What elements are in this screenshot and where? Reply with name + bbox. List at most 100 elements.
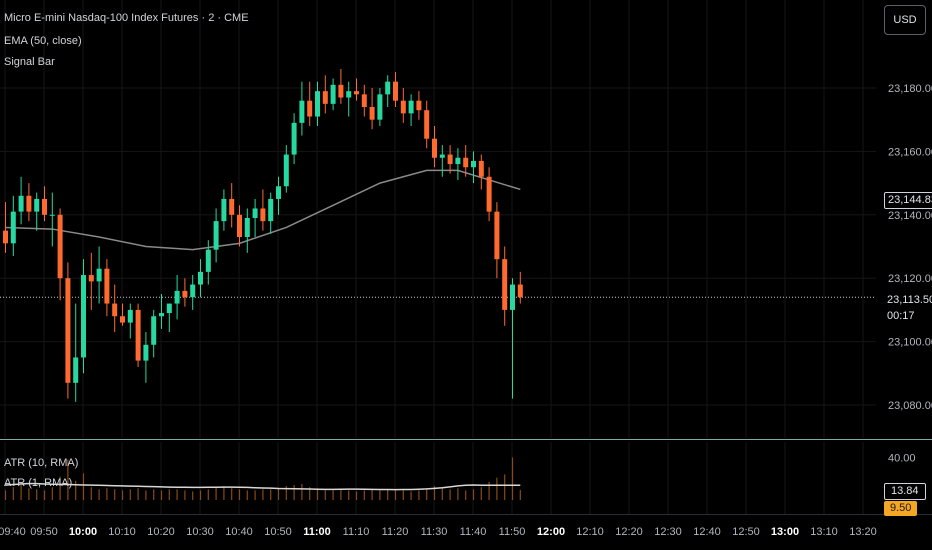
ema-legend[interactable]: EMA (50, close) [4,35,82,47]
time-tick-label: 12:20 [615,526,643,538]
time-tick-label: 10:20 [147,526,175,538]
candle-body [81,275,86,358]
bar-countdown: 00:17 [884,309,918,324]
candle-body [190,284,196,298]
candle-body [260,208,266,222]
candle-body [393,81,398,101]
candle-body [174,290,180,304]
grid-lines [0,0,932,515]
atr-10-value: 13.84 [884,483,926,500]
candle-body [283,154,289,187]
candle-body [346,91,352,98]
candle-body [471,160,476,168]
candle-body [502,259,508,310]
candle-body [65,278,71,383]
candle-body [205,249,211,272]
candle-body [486,176,492,212]
candle-body [26,195,32,212]
price-tick-label: 23,140.00 [888,210,932,222]
candle-body [143,344,149,361]
time-tick-label: 13:00 [771,526,799,538]
time-tick-label: 12:30 [654,526,682,538]
candle-body [3,230,8,244]
price-tick-label: 23,080.00 [888,400,932,412]
candle-body [49,214,55,216]
price-tick-label: 23,120.00 [888,273,932,285]
atr-10-legend[interactable]: ATR (10, RMA) [4,457,79,469]
candle-body [198,271,203,285]
candle-body [510,284,515,310]
candle-body [478,160,484,177]
candle-body [73,357,79,383]
candle-body [42,198,47,215]
candle-body [322,91,328,104]
time-tick-label: 10:40 [225,526,253,538]
time-tick-label: 12:50 [732,526,760,538]
candle-body [447,154,453,165]
candle-body [315,91,320,117]
candle-body [517,284,523,298]
candle-body [96,268,102,282]
price-tick-label: 23,180.00 [888,83,932,95]
candle-body [385,81,391,95]
price-tick-label: 23,160.00 [888,146,932,158]
candle-body [455,157,461,165]
candle-body [408,100,414,114]
candle-body [151,316,157,345]
currency-button[interactable]: USD [884,5,926,35]
candle-body [57,214,63,279]
time-tick-label: 11:40 [460,526,487,538]
candle-body [229,198,235,215]
candle-body [400,100,406,114]
candle-body [88,275,94,282]
time-tick-label: 10:00 [69,526,97,538]
atr-1-legend[interactable]: ATR (1, RMA) [4,477,73,489]
time-tick-label: 11:20 [382,526,409,538]
candle-body [424,110,430,139]
candle-body [439,154,445,158]
signal-bar-legend[interactable]: Signal Bar [4,56,55,68]
time-tick-label: 10:50 [264,526,292,538]
candle-body [166,303,172,314]
time-tick-label: 13:20 [849,526,877,538]
candle-body [276,186,281,199]
candles[interactable] [3,68,523,402]
candle-body [18,195,24,212]
candle-body [112,303,118,317]
candle-body [244,217,250,237]
candle-body [354,91,359,95]
candle-body [237,214,242,237]
candle-body [361,94,367,108]
time-tick-label: 11:10 [343,526,370,538]
time-tick-label: 09:40 [0,526,26,538]
candle-body [463,157,469,168]
candle-body [252,208,258,218]
candle-body [494,211,500,260]
candle-body [213,221,219,250]
symbol-title[interactable]: Micro E-mini Nasdaq-100 Index Futures · … [4,12,249,24]
candle-body [10,211,16,244]
time-tick-label: 11:50 [499,526,526,538]
candle-body [135,309,141,361]
candle-body [416,100,422,111]
candle-body [182,290,188,298]
atr-pane [4,457,521,500]
time-tick-label: 12:40 [693,526,721,538]
candle-body [299,100,305,123]
candle-body [268,198,274,222]
time-tick-label: 12:10 [576,526,604,538]
candle-body [159,313,164,317]
time-tick-label: 13:10 [810,526,838,538]
time-tick-label: 12:00 [537,526,565,538]
candle-body [127,309,133,323]
time-tick-label: 11:30 [421,526,448,538]
time-tick-label: 10:30 [186,526,214,538]
candle-body [104,268,110,304]
time-tick-label: 10:10 [108,526,136,538]
price-tick-label: 23,100.00 [888,337,932,349]
last-price-label: 23,113.50 [884,293,932,308]
candle-body [34,198,40,212]
atr-1-value: 9.50 [884,501,918,516]
